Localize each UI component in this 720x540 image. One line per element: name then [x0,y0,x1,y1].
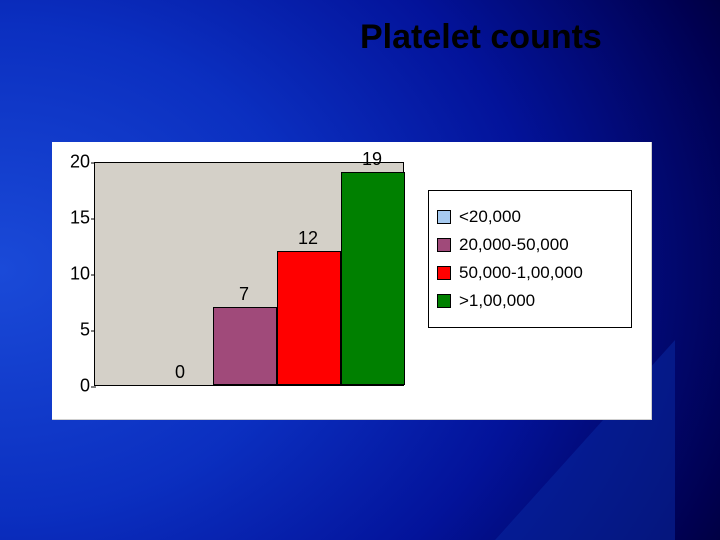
bars-container [95,163,403,385]
legend-swatch [437,294,451,308]
y-tick: 20 [50,152,90,173]
value-label: 7 [239,284,249,305]
legend: <20,000 20,000-50,000 50,000-1,00,000 >1,00… [428,190,632,328]
legend-swatch [437,238,451,252]
legend-item: >1,00,000 [437,291,623,311]
bar [277,251,341,385]
legend-label: 50,000-1,00,000 [459,263,583,283]
legend-item: <20,000 [437,207,623,227]
legend-item: 50,000-1,00,000 [437,263,623,283]
value-label: 12 [298,228,318,249]
y-tick: 10 [50,264,90,285]
bar [341,172,405,385]
legend-item: 20,000-50,000 [437,235,623,255]
bar [213,307,277,385]
legend-swatch [437,210,451,224]
chart-panel: 0 5 10 15 20 <20,000 20,000-50,000 50,000-1,00… [52,142,652,420]
plot-area [94,162,404,386]
value-label: 19 [362,149,382,170]
y-tick: 15 [50,208,90,229]
legend-label: 20,000-50,000 [459,235,569,255]
legend-label: >1,00,000 [459,291,535,311]
legend-swatch [437,266,451,280]
y-tick: 0 [50,376,90,397]
y-axis-ticks: 05101520 [52,162,92,386]
y-tick: 5 [50,320,90,341]
value-label: 0 [175,362,185,383]
legend-label: <20,000 [459,207,521,227]
slide-title: Platelet counts [360,18,602,57]
